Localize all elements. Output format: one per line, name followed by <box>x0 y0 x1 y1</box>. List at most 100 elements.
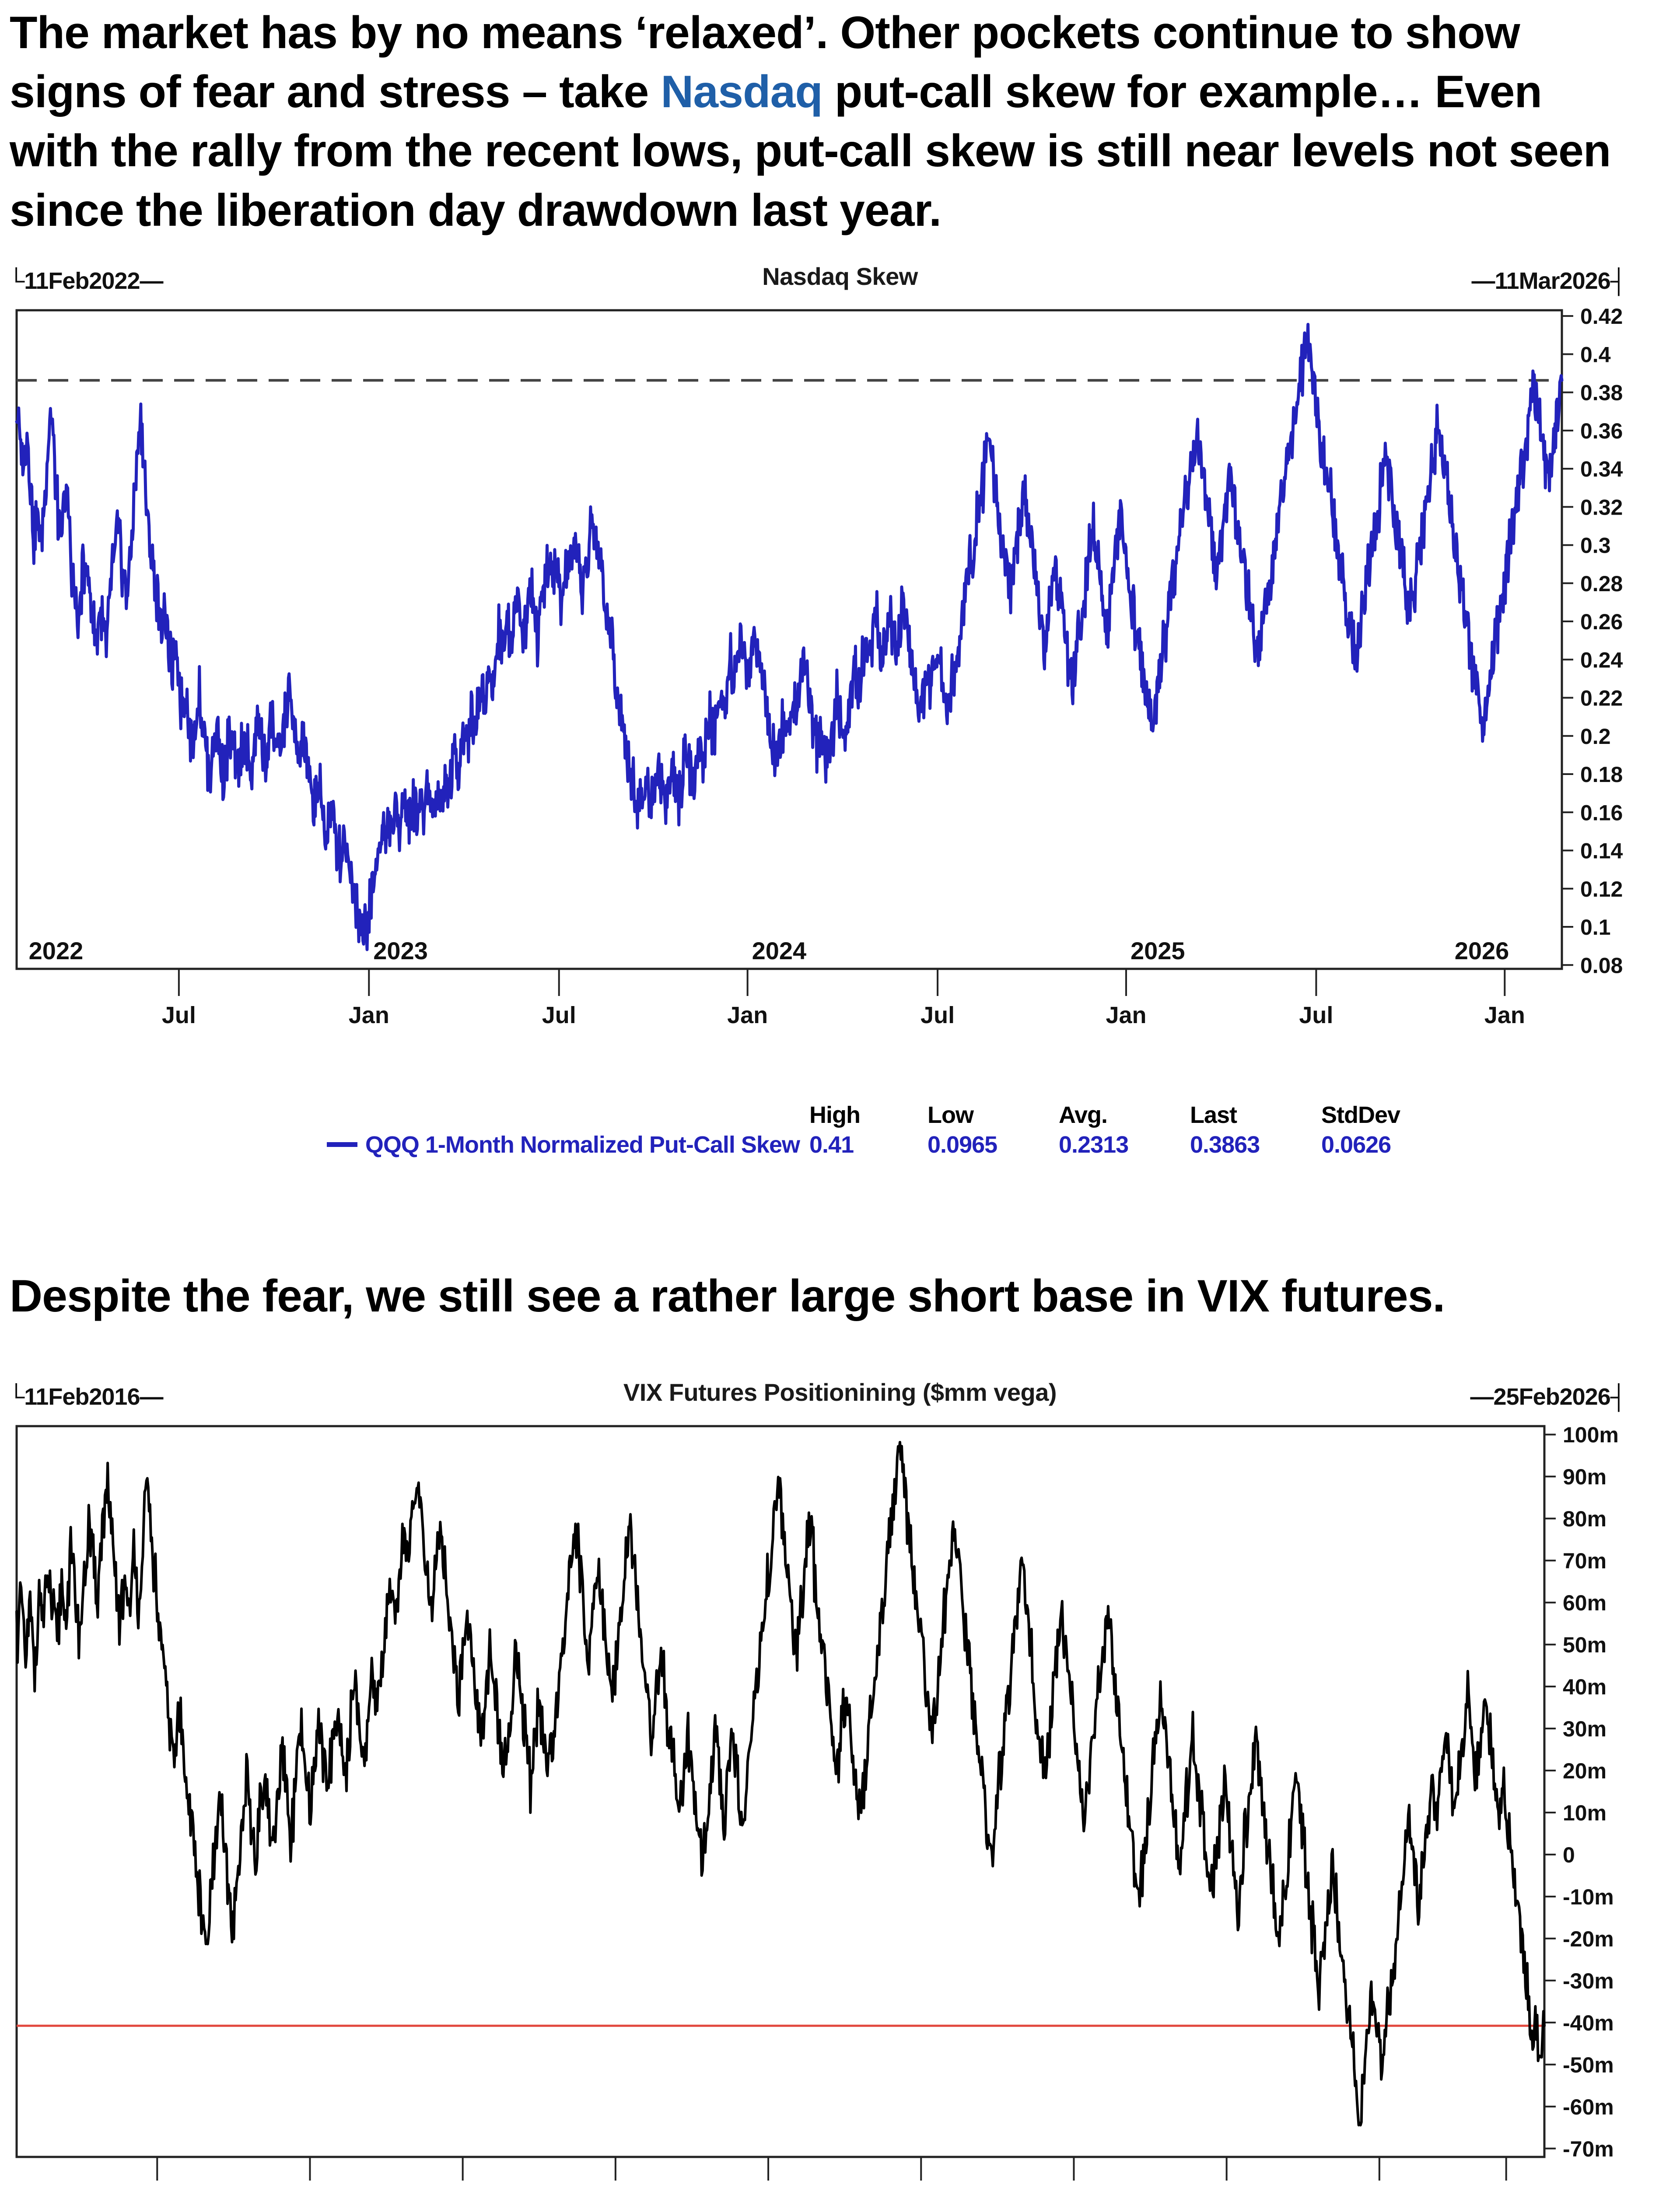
chart2-svg: 100m 90m 80m 70m 60m 50m 40m 30m 20m 10m 0 -10m -20m… <box>15 1423 1619 2188</box>
y-axis-tick-label: 0.26 <box>1580 610 1623 634</box>
chart1-legend-swatch-icon <box>326 1142 357 1147</box>
y-axis-tick-label: 0.24 <box>1580 648 1623 672</box>
x-axis-year-label: 2024 <box>752 937 807 964</box>
headline-text-part2: put-call skew for example… Even with the… <box>10 67 1611 236</box>
chart1-stats-header-low: Low <box>928 1101 974 1128</box>
x-axis-year-label: 2022 <box>29 937 84 964</box>
y-axis-tick-label: 0.42 <box>1580 304 1623 329</box>
y-axis-tick-label: 0.32 <box>1580 495 1623 519</box>
y-axis-tick-label: 0.38 <box>1580 380 1623 405</box>
chart1-stat-avg: 0.2313 <box>1059 1131 1129 1158</box>
y-axis-tick-label: 0.14 <box>1580 838 1623 863</box>
headline-paragraph: The market has by no means ‘relaxed’. Ot… <box>0 0 1680 240</box>
y-axis-tick-label: 0.22 <box>1580 686 1623 710</box>
x-axis-tick-label: Jan <box>727 1002 768 1028</box>
y-axis-tick-label: 70m <box>1563 1549 1606 1573</box>
x-axis-tick-label: Jul <box>1299 1002 1333 1028</box>
spacer-after-headline <box>0 240 1680 261</box>
y-axis-tick-label: 0.1 <box>1580 915 1611 940</box>
x-axis-tick-label: 2024 <box>1200 2187 1253 2188</box>
x-axis-tick-label: 2020 <box>589 2187 642 2188</box>
chart2-plot-area: 100m 90m 80m 70m 60m 50m 40m 30m 20m 10m 0 -10m -20m… <box>0 1417 1680 2188</box>
series-line <box>15 1441 1546 2127</box>
y-axis-tick-label: 0.2 <box>1580 724 1611 749</box>
x-axis-tick-label: 2026 <box>1480 2187 1533 2188</box>
y-axis-tick-label: -10m <box>1563 1885 1614 1909</box>
chart1-stats-header-stddev: StdDev <box>1321 1101 1400 1128</box>
x-axis-year-label: 2026 <box>1455 937 1509 964</box>
chart1-svg: 0.42 0.4 0.38 0.36 0.34 0.32 0.3 0.28 0.26 0.24 0.… <box>15 304 1623 1028</box>
chart1-stat-low: 0.0965 <box>928 1131 998 1158</box>
x-axis-tick-label: Jul <box>542 1002 576 1028</box>
spacer-after-subhead <box>0 1325 1680 1377</box>
x-axis-tick-label: 2025 <box>1353 2187 1406 2188</box>
y-axis-tick-label: -60m <box>1563 2095 1614 2119</box>
chart2-start-date: └11Feb2016— <box>8 1383 163 1410</box>
y-axis-tick-label: -40m <box>1563 2011 1614 2035</box>
x-axis-tick-label: 2018 <box>284 2187 336 2188</box>
y-axis-tick-label: 100m <box>1563 1423 1619 1447</box>
subhead-text: Despite the fear, we still see a rather … <box>10 1270 1445 1322</box>
y-axis-tick-label: 0.16 <box>1580 800 1623 825</box>
chart2-title: VIX Futures Positionining ($mm vega) <box>623 1378 1057 1406</box>
y-axis-tick-label: 20m <box>1563 1759 1606 1783</box>
x-axis-year-label: 2023 <box>373 937 428 964</box>
y-axis-tick-label: 0.12 <box>1580 877 1623 901</box>
chart1-stats-header-avg: Avg. <box>1059 1101 1108 1128</box>
spacer-between-sections <box>0 1158 1680 1268</box>
chart1-stats: High Low Avg. Last StdDev QQQ 1-Month No… <box>0 1101 1680 1158</box>
chart1-stat-high: 0.41 <box>809 1131 854 1158</box>
chart1-stats-header-last: Last <box>1190 1101 1237 1128</box>
chart1-stat-stddev: 0.0626 <box>1321 1131 1391 1158</box>
chart1-stats-header-row: High Low Avg. Last StdDev <box>0 1101 1680 1131</box>
y-axis-tick-label: 0.3 <box>1580 533 1611 558</box>
y-axis-tick-label: 90m <box>1563 1465 1606 1489</box>
y-axis-tick-label: 0.36 <box>1580 419 1623 443</box>
y-axis-tick-label: 0.4 <box>1580 342 1611 367</box>
y-axis-tick-label: 0 <box>1563 1843 1575 1867</box>
chart2-end-date: —25Feb2026┤ <box>1470 1383 1627 1410</box>
x-axis-tick-label: Jul <box>920 1002 955 1028</box>
series-line <box>15 323 1564 951</box>
chart1-end-date: —11Mar2026┤ <box>1471 267 1627 294</box>
chart1-start-date: └11Feb2022— <box>8 267 163 294</box>
spacer-chart1-stats <box>0 1080 1680 1101</box>
x-axis-tick-label: 2023 <box>1047 2187 1100 2188</box>
y-axis-tick-label: 50m <box>1563 1633 1606 1657</box>
x-axis-tick-label: 2017 <box>131 2187 183 2188</box>
x-axis-tick-label: 2022 <box>895 2187 947 2188</box>
chart1-stats-header-spacer <box>0 1101 809 1131</box>
y-axis-tick-label: -70m <box>1563 2137 1614 2161</box>
y-axis-tick-label: 30m <box>1563 1717 1606 1741</box>
chart-vix-futures-positioning: └11Feb2016— VIX Futures Positionining ($… <box>0 1377 1680 2188</box>
y-axis-tick-label: 0.18 <box>1580 762 1623 787</box>
subhead-paragraph: Despite the fear, we still see a rather … <box>0 1268 1680 1325</box>
x-axis-tick-label: 2019 <box>437 2187 489 2188</box>
x-axis-tick-label: Jan <box>1484 1002 1525 1028</box>
y-axis-tick-label: -50m <box>1563 2053 1614 2077</box>
y-axis-tick-label: 40m <box>1563 1675 1606 1699</box>
chart1-stats-value-row: QQQ 1-Month Normalized Put-Call Skew 0.4… <box>0 1131 1680 1158</box>
chart1-stat-last: 0.3863 <box>1190 1131 1260 1158</box>
chart1-topbar: └11Feb2022— Nasdaq Skew —11Mar2026┤ <box>0 261 1680 302</box>
chart-nasdaq-skew: └11Feb2022— Nasdaq Skew —11Mar2026┤ 0.42… <box>0 261 1680 1080</box>
chart1-plot-area: 0.42 0.4 0.38 0.36 0.34 0.32 0.3 0.28 0.26 0.24 0.… <box>0 302 1680 1080</box>
chart1-legend-entry: QQQ 1-Month Normalized Put-Call Skew <box>0 1131 809 1158</box>
y-axis-tick-label: -20m <box>1563 1927 1614 1951</box>
y-axis-tick-label: 0.08 <box>1580 953 1623 978</box>
y-axis-tick-label: 10m <box>1563 1801 1606 1825</box>
y-axis-tick-label: 60m <box>1563 1591 1606 1615</box>
chart1-title: Nasdaq Skew <box>762 262 918 290</box>
y-axis-tick-label: -30m <box>1563 1969 1614 1993</box>
chart1-series-label: QQQ 1-Month Normalized Put-Call Skew <box>365 1131 800 1158</box>
x-axis-year-label: 2025 <box>1130 937 1185 964</box>
x-axis-tick-label: Jan <box>1106 1002 1146 1028</box>
x-axis-tick-label: 2021 <box>742 2187 794 2188</box>
y-axis-tick-label: 80m <box>1563 1507 1606 1531</box>
x-axis-tick-label: Jan <box>349 1002 389 1028</box>
y-axis-tick-label: 0.28 <box>1580 572 1623 596</box>
headline-accent-nasdaq: Nasdaq <box>661 67 823 118</box>
chart2-topbar: └11Feb2016— VIX Futures Positionining ($… <box>0 1377 1680 1417</box>
chart1-stats-header-high: High <box>809 1101 861 1128</box>
